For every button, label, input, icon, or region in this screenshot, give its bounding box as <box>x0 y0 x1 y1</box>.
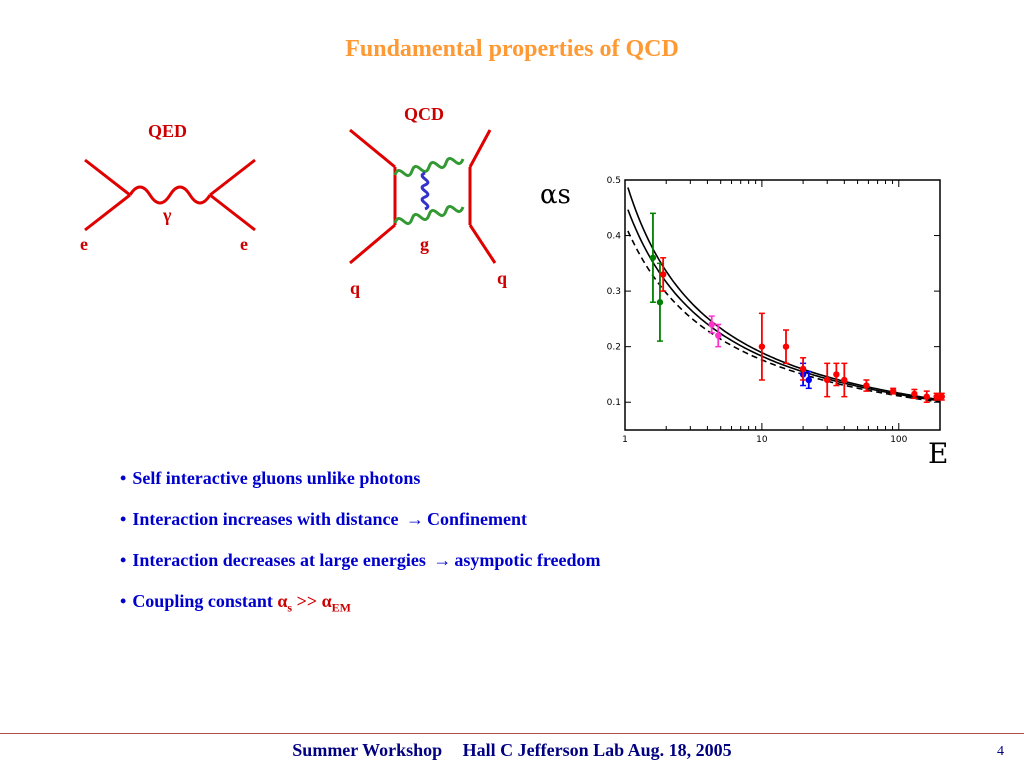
data-point <box>805 376 812 384</box>
data-point <box>656 299 664 306</box>
gluon-bottom <box>393 204 465 226</box>
bullet-dot-icon: • <box>120 509 127 529</box>
bullet-dot-icon: • <box>120 591 127 611</box>
y-tick-label: 0.1 <box>607 398 621 408</box>
y-tick-label: 0.5 <box>607 176 621 186</box>
qed-feynman-diagram <box>84 158 256 232</box>
y-tick-label: 0.3 <box>607 287 621 297</box>
footer: Summer Workshop Hall C Jefferson Lab Aug… <box>0 740 1024 761</box>
plot-frame <box>624 179 941 431</box>
bullet-dot-icon: • <box>120 468 127 488</box>
bullet-dot-icon: • <box>120 550 127 570</box>
data-point <box>841 376 848 384</box>
footer-workshop: Summer Workshop <box>292 740 443 760</box>
bullet-item: • Self interactive gluons unlike photons <box>120 468 421 488</box>
theory-curve <box>627 209 941 402</box>
data-point <box>659 271 667 278</box>
data-point <box>649 254 657 261</box>
y-tick-label: 0.2 <box>607 343 621 353</box>
bullet-item: • Coupling constant αs >> αEM <box>120 591 351 615</box>
data-point <box>715 332 722 339</box>
y-tick-label: 0.4 <box>607 232 622 242</box>
qcd-right-quark-label: q <box>497 268 508 288</box>
theory-curve <box>627 230 941 403</box>
right-arrow-icon: → <box>433 550 452 570</box>
right-arrow-icon: → <box>405 509 424 529</box>
x-tick-label: 1 <box>622 435 628 445</box>
theory-curve <box>627 187 941 401</box>
data-point <box>824 376 831 384</box>
gluon-top <box>393 156 465 178</box>
slide-title: Fundamental properties of QCD <box>345 36 679 62</box>
data-point <box>863 382 870 389</box>
page-number: 4 <box>997 744 1004 759</box>
alpha-s-chart-svg: 0.1 0.2 0.3 0.4 0.5 1 10 100 αs E <box>540 176 948 470</box>
qcd-feynman-diagram <box>349 128 497 265</box>
qed-boson-label: γ <box>163 205 172 225</box>
data-point <box>782 343 790 350</box>
x-axis-label: E <box>928 437 948 470</box>
data-point <box>923 393 930 400</box>
data-point <box>758 343 766 350</box>
bullet-item: • Interaction decreases at large energies… <box>120 550 601 570</box>
data-point <box>708 321 715 328</box>
qed-left-fermion-label: e <box>80 234 88 254</box>
data-point <box>799 365 807 373</box>
footer-divider <box>0 733 1024 734</box>
data-point <box>933 393 940 400</box>
photon-line <box>128 185 212 205</box>
x-tick-label: 100 <box>890 435 907 445</box>
x-tick-label: 10 <box>756 435 768 445</box>
gluon-self-interaction <box>420 171 430 211</box>
qcd-label: QCD <box>404 104 444 124</box>
bullet-list: • Self interactive gluons unlike photons … <box>120 466 601 630</box>
y-axis-label: αs <box>540 180 571 210</box>
footer-event: Hall C Jefferson Lab Aug. 18, 2005 <box>462 740 732 760</box>
qed-right-fermion-label: e <box>240 234 248 254</box>
data-point <box>889 387 897 395</box>
qcd-left-quark-label: q <box>350 278 361 298</box>
data-point <box>938 393 945 400</box>
data-point <box>911 390 918 398</box>
qed-label: QED <box>148 121 188 141</box>
data-point <box>833 371 840 378</box>
bullet-item: • Interaction increases with distance → Co… <box>120 509 527 529</box>
qcd-boson-label: g <box>420 234 429 254</box>
alpha-s-chart: 0.1 0.2 0.3 0.4 0.5 1 10 100 αs E <box>535 165 965 470</box>
